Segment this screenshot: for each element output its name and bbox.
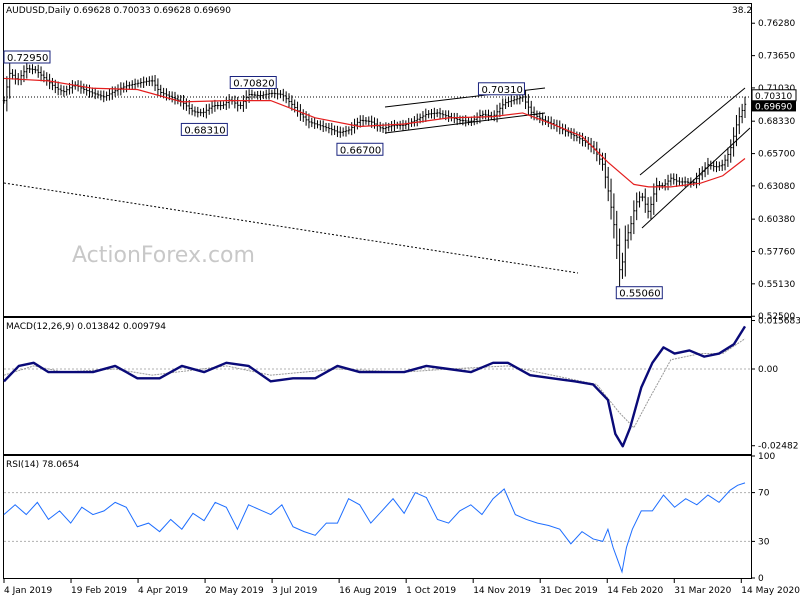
price-y-tick-label: 0.76280 [758,19,795,29]
x-tick-label: 19 Feb 2019 [71,586,127,596]
price-panel-title: AUDUSD,Daily 0.69628 0.70033 0.69628 0.6… [6,6,231,16]
x-tick-label: 14 Nov 2019 [473,586,531,596]
macd-y-axis: 0.015683 0.00 -0.02482 [4,317,800,452]
price-y-tick-label: 0.60380 [758,215,795,225]
macd-main-line [3,325,747,448]
rsi-plot [3,482,746,574]
rising-channel-lower-line [641,127,751,229]
price-y-tick-label: 0.63080 [758,182,795,192]
macd-panel-frame [3,317,752,455]
rising-channel-upper-line [639,87,746,176]
macd-plot [3,325,747,448]
price-plot [2,61,747,287]
trend-lines [3,87,751,274]
price-panel-frame [3,3,752,317]
annotations: 0.72950 0.70820 0.68310 0.66700 0.70310 0.550… [3,50,663,300]
annotation-box [615,286,663,300]
x-tick-label: 4 Apr 2019 [138,586,188,596]
rsi-line [3,482,746,574]
macd-y-tick-label: -0.02482 [758,442,798,452]
annotation-box [229,76,277,90]
rsi-y-tick-label: 0 [758,574,764,584]
macd-y-tick-label: 0.015683 [758,317,800,327]
annotation-label: 0.70820 [233,79,274,90]
watermark: ActionForex.com [72,243,255,268]
x-axis: 4 Jan 2019 19 Feb 2019 4 Apr 2019 20 May 20… [3,579,800,596]
rsi-panel-title: RSI(14) 78.0654 [6,460,79,470]
price-y-axis: 0.76280 0.73650 0.71030 0.68330 0.65700 0.630… [751,19,795,322]
annotation-box [477,82,525,96]
annotation-label: 0.68310 [184,125,225,136]
x-tick-label: 1 Oct 2019 [406,586,456,596]
price-y-tick-label: 0.65700 [758,150,795,160]
annotation-box [3,50,51,64]
rsi-y-tick-label: 30 [758,537,770,547]
long-term-trend-line [3,182,579,274]
price-y-tick-label: 0.52500 [758,312,795,322]
rsi-y-axis: 100 70 30 0 [4,452,775,584]
price-y-tick-label: 0.57760 [758,247,795,257]
x-tick-label: 14 Feb 2020 [607,586,663,596]
price-y-tick-label: 0.55130 [758,280,795,290]
annotation-label: 0.55060 [619,289,660,300]
price-tag-high-label: 0.70310 [755,92,792,102]
price-y-tick-label: 0.73650 [758,52,795,62]
x-tick-label: 14 May 2020 [741,586,800,596]
channel-lower-line [384,112,546,134]
macd-y-tick-label: 0.00 [758,365,778,375]
x-tick-label: 31 Dec 2019 [540,586,598,596]
macd-panel-title: MACD(12,26,9) 0.013842 0.009794 [6,322,166,332]
x-tick-label: 3 Jul 2019 [272,586,317,596]
price-tag-last [752,100,796,112]
annotation-box [336,142,384,156]
symbol-title: AUDUSD,Daily [6,6,71,16]
x-tick-label: 20 May 2019 [205,586,264,596]
x-tick-label: 31 Mar 2020 [674,586,731,596]
rsi-y-tick-label: 100 [758,452,775,462]
x-tick-label: 4 Jan 2019 [4,586,52,596]
price-y-tick-label: 0.68330 [758,117,795,127]
price-y-tick-label: 0.71030 [758,84,795,94]
rsi-panel-frame [3,455,752,579]
macd-signal-line [3,338,746,429]
annotation-box [180,122,228,136]
moving-average-line [3,77,746,188]
corner-label: 38.2 [732,6,752,16]
rsi-y-tick-label: 70 [758,489,770,499]
x-tick-label: 16 Aug 2019 [339,586,397,596]
annotation-label: 0.70310 [481,85,522,96]
annotation-label: 0.72950 [7,53,48,64]
price-tag-last-label: 0.69690 [755,102,792,112]
annotation-label: 0.66700 [340,145,381,156]
